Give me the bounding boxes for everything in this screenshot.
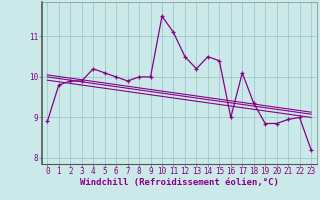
X-axis label: Windchill (Refroidissement éolien,°C): Windchill (Refroidissement éolien,°C) — [80, 178, 279, 187]
